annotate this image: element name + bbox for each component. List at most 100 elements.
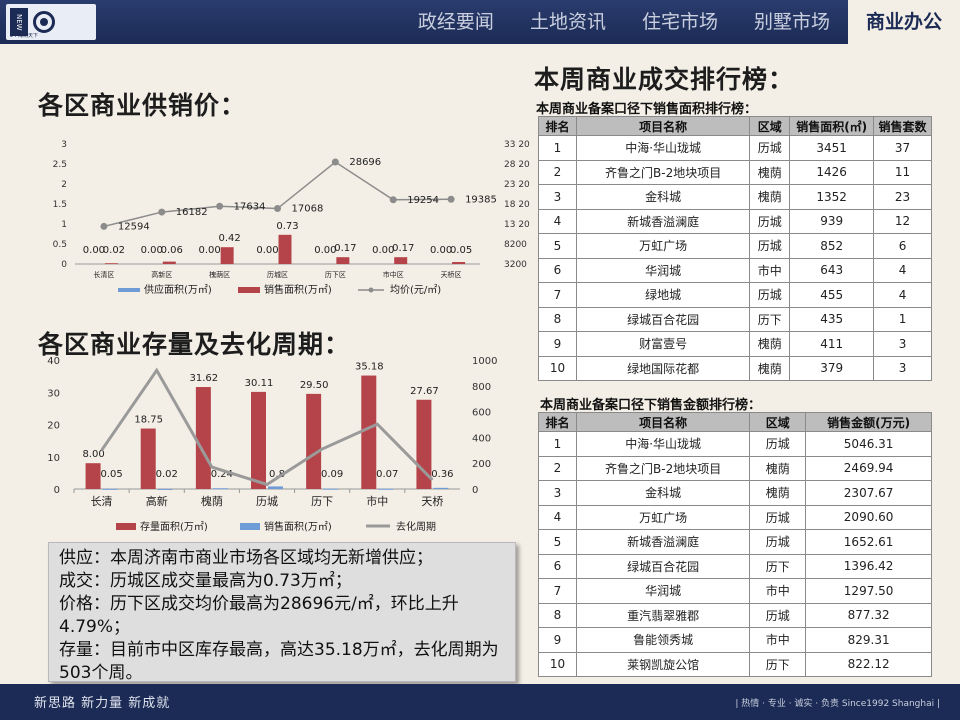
table-row: 9 财富壹号 槐荫 411 3: [538, 331, 932, 357]
sales-bar: [268, 486, 283, 489]
y-tick-right: 8200: [504, 240, 527, 250]
ranking-section-title: 本周商业成交排行榜：: [534, 65, 795, 94]
y-tick-right: 3200: [504, 260, 527, 270]
stock-section-title: 各区商业存量及去化周期：: [38, 330, 351, 359]
table-cell: 槐荫: [749, 159, 791, 185]
supply-data-label: 0.00: [372, 245, 394, 256]
table-cell: 重汽翡翠雅郡: [575, 602, 751, 628]
table-cell: 877.32: [805, 602, 932, 628]
table-cell: 金科城: [575, 480, 751, 506]
sales-data-label: 0.8: [269, 469, 285, 480]
nav-tab-0[interactable]: 政经要闻: [417, 11, 494, 33]
nav-tab-4[interactable]: 商业办公: [847, 0, 960, 44]
sales-data-label: 0.73: [276, 221, 298, 232]
table-row: 3 金科城 槐荫 2307.67: [538, 480, 932, 506]
table-cell: 822.12: [805, 651, 932, 677]
column-header: 排名: [538, 412, 577, 432]
table-row: 3 金科城 槐荫 1352 23: [538, 184, 932, 210]
price-data-label: 16182: [176, 207, 208, 218]
sales-data-label: 0.17: [334, 243, 356, 254]
table-row: 10 莱钢凯旋公馆 历下 822.12: [538, 651, 932, 677]
table-cell: 4: [538, 208, 577, 234]
table-row: 6 绿城百合花园 历下 1396.42: [538, 553, 932, 579]
y-tick-left: 0: [61, 260, 67, 270]
table-cell: 2469.94: [805, 455, 932, 481]
y-tick-left: 10: [47, 453, 60, 464]
summary-line: 供应：本周济南市商业市场各区域均无新增供应；: [59, 548, 433, 568]
stock-data-label: 30.11: [245, 378, 274, 389]
table-cell: 槐荫: [749, 455, 807, 481]
table-cell: 6: [538, 257, 577, 283]
table-cell: 3451: [789, 135, 875, 161]
sales-bar: [157, 488, 173, 490]
table-cell: 1652.61: [805, 529, 932, 555]
table-cell: 历下: [749, 651, 807, 677]
sales-bar: [102, 488, 118, 490]
company-logo[interactable]: NEW 24·海纳天下: [6, 4, 96, 40]
table-cell: 10: [538, 651, 577, 677]
column-header: 项目名称: [575, 116, 751, 136]
table-cell: 槐荫: [749, 355, 791, 381]
table-cell: 2307.67: [805, 480, 932, 506]
stock-data-label: 29.50: [300, 380, 329, 391]
table-cell: 历下: [749, 553, 807, 579]
nav-tab-1[interactable]: 土地资讯: [529, 11, 606, 33]
stock-bar: [195, 387, 211, 489]
y-tick-right: 33 200: [504, 140, 530, 150]
y-tick-left: 2.5: [53, 160, 67, 170]
table-cell: 1297.50: [805, 578, 932, 604]
y-tick-left: 3: [61, 140, 67, 150]
table-cell: 411: [789, 331, 875, 357]
supply-data-label: 0.00: [256, 245, 278, 256]
table-cell: 金科城: [575, 184, 751, 210]
legend-swatch: [238, 287, 260, 293]
stock-bar: [140, 428, 156, 489]
price-line: [103, 161, 452, 228]
table-cell: 9: [538, 627, 577, 653]
y-tick-right: 28 200: [504, 160, 530, 170]
table-cell: 2090.60: [805, 504, 932, 530]
sales-bar: [278, 234, 292, 264]
table-row: 2 齐鲁之门B-2地块项目 槐荫 1426 11: [538, 159, 932, 185]
globe-icon: [33, 11, 55, 33]
table-row: 5 新城香溢澜庭 历城 1652.61: [538, 529, 932, 555]
price-data-label: 28696: [349, 157, 381, 168]
legend-swatch: [118, 288, 140, 292]
sales-bar: [452, 262, 466, 264]
legend-swatch: [116, 523, 136, 530]
sales-data-label: 0.06: [161, 245, 183, 256]
table-cell: 8: [538, 602, 577, 628]
nav-tab-3[interactable]: 别墅市场: [753, 11, 830, 33]
column-header: 区域: [749, 116, 791, 136]
table-row: 8 绿城百合花园 历下 435 1: [538, 306, 932, 332]
summary-line: 存量：目前市中区库存最高，高达35.18万㎡，去化周期为503个周。: [59, 640, 499, 683]
supply-section-title: 各区商业供销价：: [38, 91, 247, 120]
table-cell: 9: [538, 331, 577, 357]
amount-ranking-title: 本周商业备案口径下销售金额排行榜：: [540, 398, 762, 413]
column-header: 销售套数: [873, 116, 932, 136]
legend-label: 均价(元/㎡): [390, 284, 441, 296]
stock-data-label: 8.00: [82, 449, 104, 460]
nav-tab-2[interactable]: 住宅市场: [641, 11, 718, 33]
sales-data-label: 0.07: [376, 469, 398, 480]
legend-swatch: [240, 523, 260, 530]
table-cell: 槐荫: [749, 184, 791, 210]
column-header: 区域: [749, 412, 807, 432]
logo-subtext: 24·海纳天下: [10, 33, 38, 39]
stock-data-label: 31.62: [190, 373, 219, 384]
price-data-label: 12594: [118, 221, 150, 232]
x-tick-label: 高新: [146, 494, 168, 508]
stock-data-label: 27.67: [410, 386, 439, 397]
amount-ranking-table: 排名 项目名称 区域 销售金额(万元) 1 中海·华山珑城 历城 5046.31 2 齐鲁之门B…: [538, 412, 932, 677]
area-ranking-title: 本周商业备案口径下销售面积排行榜：: [536, 102, 758, 117]
table-cell: 7: [538, 282, 577, 308]
table-cell: 3: [538, 184, 577, 210]
price-point: [389, 196, 397, 204]
x-tick-label: 长清区: [93, 270, 114, 279]
supply-sales-price-chart: 0 0.5 1 1.5 2 2.5 3 3200 8200 13 200 18 200 23 200 2…: [53, 140, 530, 296]
logo-mark: NEW: [10, 8, 28, 36]
price-data-label: 17068: [292, 204, 324, 215]
table-cell: 37: [873, 135, 932, 161]
stock-data-label: 35.18: [355, 362, 384, 373]
